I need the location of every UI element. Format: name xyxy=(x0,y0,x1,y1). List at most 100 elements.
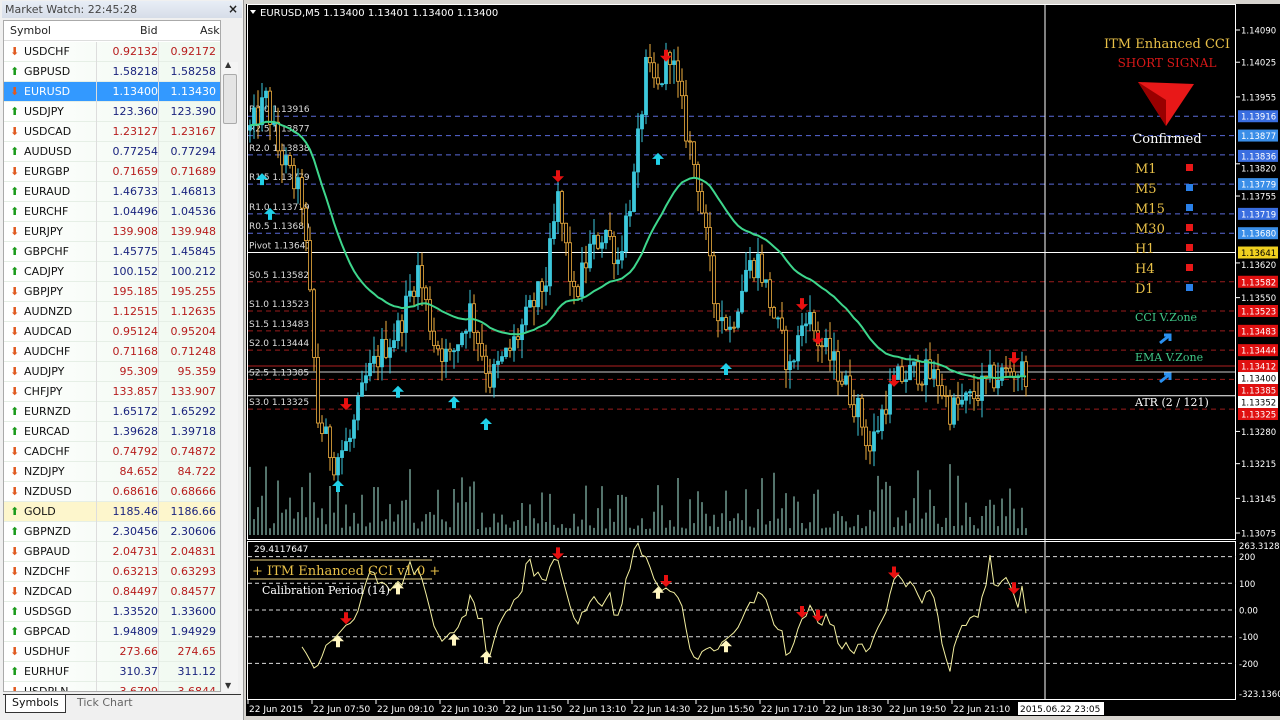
level-label: S1.0 1.13523 xyxy=(249,300,309,310)
candle xyxy=(520,324,524,341)
close-icon[interactable]: × xyxy=(227,2,238,16)
scrollbar-thumb[interactable] xyxy=(223,74,237,124)
candle xyxy=(524,306,528,326)
market-watch-tabs: Symbols Tick Chart xyxy=(3,694,241,714)
symbol-row[interactable]: ⬇ AUDJPY 95.309 95.359 xyxy=(4,362,220,382)
symbol-row[interactable]: ⬇ GBPAUD 2.04731 2.04831 xyxy=(4,542,220,562)
bid-price: 0.71168 xyxy=(112,345,159,358)
symbol-row[interactable]: ⬆ EURCHF 1.04496 1.04536 xyxy=(4,202,220,222)
level-label: S2.5 1.13385 xyxy=(249,368,309,378)
candle xyxy=(484,355,488,374)
arrow-down-icon: ⬇ xyxy=(10,645,20,658)
divider xyxy=(96,422,97,442)
symbol-row[interactable]: ⬇ USDCAD 1.23127 1.23167 xyxy=(4,122,220,142)
candle xyxy=(992,364,996,389)
symbol-row[interactable]: ⬆ USDJPY 123.360 123.390 xyxy=(4,102,220,122)
symbol-row[interactable]: ⬆ USDSGD 1.33520 1.33600 xyxy=(4,602,220,622)
candle xyxy=(896,366,900,380)
column-ask[interactable]: Ask xyxy=(200,24,220,37)
candle xyxy=(648,56,652,64)
tab-tick-chart[interactable]: Tick Chart xyxy=(77,696,133,709)
candle xyxy=(364,375,368,384)
symbol-row[interactable]: ⬇ EURJPY 139.908 139.948 xyxy=(4,222,220,242)
list-header: Symbol Bid Ask xyxy=(4,21,220,41)
timeframe-status-blue xyxy=(1186,184,1193,191)
symbol-row[interactable]: ⬇ GBPJPY 195.185 195.255 xyxy=(4,282,220,302)
symbol-row[interactable]: ⬆ GBPCHF 1.45775 1.45845 xyxy=(4,242,220,262)
price-label: 1.13641 xyxy=(1241,249,1276,259)
symbol-row[interactable]: ⬇ CHFJPY 133.857 133.907 xyxy=(4,382,220,402)
symbol-row[interactable]: ⬇ USDPLN 3.6709 3.6844 xyxy=(4,682,220,691)
candle xyxy=(676,60,680,82)
symbol-row[interactable]: ⬇ USDCHF 0.92132 0.92172 xyxy=(4,42,220,62)
ask-price: 195.255 xyxy=(170,285,217,298)
symbol-row[interactable]: ⬇ EURUSD 1.13400 1.13430 xyxy=(4,82,220,102)
candle xyxy=(624,215,628,252)
level-label: S1.5 1.13483 xyxy=(249,320,309,330)
symbol-row[interactable]: ⬆ GBPUSD 1.58218 1.58258 xyxy=(4,62,220,82)
symbol-row[interactable]: ⬆ EURCAD 1.39628 1.39718 xyxy=(4,422,220,442)
divider xyxy=(96,342,97,362)
symbol-name: AUDCAD xyxy=(24,325,72,338)
scroll-up-icon[interactable]: ▲ xyxy=(225,60,232,69)
candle xyxy=(1020,361,1024,377)
symbol-name: USDSGD xyxy=(24,605,72,618)
ask-price: 0.77294 xyxy=(170,145,217,158)
arrow-down-icon: ⬇ xyxy=(10,365,20,378)
symbol-row[interactable]: ⬆ EURNZD 1.65172 1.65292 xyxy=(4,402,220,422)
symbol-row[interactable]: ⬇ NZDUSD 0.68616 0.68666 xyxy=(4,482,220,502)
market-watch-panel: Market Watch: 22:45:28 × Symbol Bid Ask … xyxy=(0,0,244,720)
symbol-row[interactable]: ⬇ AUDNZD 1.12515 1.12635 xyxy=(4,302,220,322)
symbol-row[interactable]: ⬇ AUDCAD 0.95124 0.95204 xyxy=(4,322,220,342)
divider xyxy=(158,82,159,102)
scroll-down-icon[interactable]: ▼ xyxy=(225,681,232,690)
candle xyxy=(560,191,564,224)
tab-symbols[interactable]: Symbols xyxy=(5,695,66,713)
candle xyxy=(260,97,264,126)
cci-axis-label: 100 xyxy=(1239,580,1255,590)
symbol-row[interactable]: ⬆ GOLD 1185.46 1186.66 xyxy=(4,502,220,522)
symbol-row[interactable]: ⬆ EURHUF 310.37 311.12 xyxy=(4,662,220,682)
ask-price: 1.45845 xyxy=(170,245,217,258)
column-bid[interactable]: Bid xyxy=(140,24,158,37)
symbol-row[interactable]: ⬇ NZDCAD 0.84497 0.84577 xyxy=(4,582,220,602)
symbol-row[interactable]: ⬆ GBPCAD 1.94809 1.94929 xyxy=(4,622,220,642)
candle xyxy=(868,445,872,452)
symbol-row[interactable]: ⬇ EURGBP 0.71659 0.71689 xyxy=(4,162,220,182)
symbol-row[interactable]: ⬆ CADJPY 100.152 100.212 xyxy=(4,262,220,282)
divider xyxy=(96,62,97,82)
symbol-row[interactable]: ⬇ NZDJPY 84.652 84.722 xyxy=(4,462,220,482)
candle xyxy=(476,331,480,344)
level-label: R1.0 1.13719 xyxy=(249,203,310,213)
candle xyxy=(516,336,520,341)
candle xyxy=(564,222,568,244)
symbol-row[interactable]: ⬇ AUDCHF 0.71168 0.71248 xyxy=(4,342,220,362)
cci-axis-label: 0.00 xyxy=(1239,607,1258,617)
ask-price: 0.71689 xyxy=(170,165,217,178)
candle xyxy=(628,211,632,217)
timeframe-status-red xyxy=(1186,164,1193,171)
candle xyxy=(736,311,740,328)
symbol-row[interactable]: ⬆ AUDUSD 0.77254 0.77294 xyxy=(4,142,220,162)
candle xyxy=(672,60,676,65)
ask-price: 1.12635 xyxy=(170,305,217,318)
chart-window[interactable]: R3.0 1.13916 R2.5 1.13877 R2.0 1.13838 R1.5… xyxy=(246,4,1280,716)
symbol-name: EURCHF xyxy=(24,205,69,218)
bid-price: 2.04731 xyxy=(112,545,159,558)
symbol-row[interactable]: ⬇ NZDCHF 0.63213 0.63293 xyxy=(4,562,220,582)
symbol-row[interactable]: ⬆ EURAUD 1.46733 1.46813 xyxy=(4,182,220,202)
symbol-row[interactable]: ⬇ CADCHF 0.74792 0.74872 xyxy=(4,442,220,462)
candle xyxy=(556,191,560,222)
ask-price: 1.04536 xyxy=(170,205,217,218)
price-tag xyxy=(1238,129,1278,142)
ask-price: 274.65 xyxy=(177,645,217,658)
symbol-row[interactable]: ⬆ GBPNZD 2.30456 2.30606 xyxy=(4,522,220,542)
scrollbar[interactable]: ▲ ▼ xyxy=(222,60,238,692)
candle xyxy=(536,281,540,308)
symbol-name: CADJPY xyxy=(24,265,65,278)
time-label: 22 Jun 19:50 xyxy=(889,705,946,715)
column-symbol[interactable]: Symbol xyxy=(10,24,51,37)
bid-price: 1.94809 xyxy=(112,625,159,638)
symbol-row[interactable]: ⬇ USDHUF 273.66 274.65 xyxy=(4,642,220,662)
